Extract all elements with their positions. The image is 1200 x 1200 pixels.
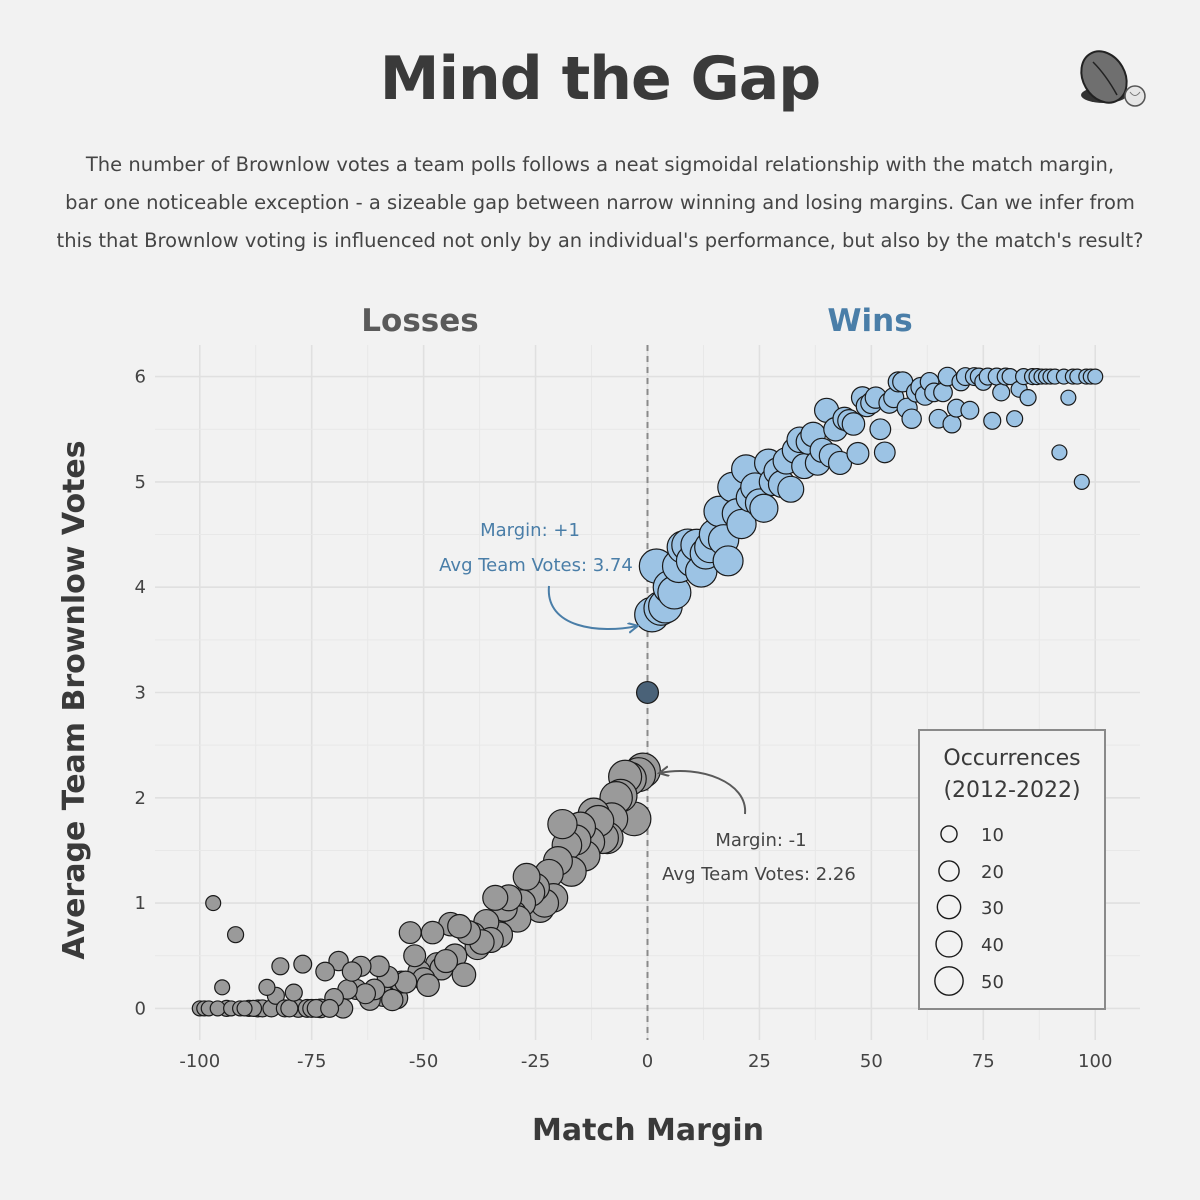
legend-title-line-1: Occurrences [943,746,1080,771]
data-point-wins [846,441,870,465]
data-point-losses [381,988,404,1012]
data-point-wins [749,493,779,523]
y-tick-label: 0 [135,998,146,1019]
data-point-draw [635,680,660,705]
annotation-wins-line-1: Margin: +1 [480,520,580,541]
annotation-wins-line-2: Avg Team Votes: 3.74 [439,555,633,576]
x-tick-labels: -100 -75 -50 -25 0 25 50 75 100 [179,1051,1112,1072]
data-point-wins [1073,473,1090,490]
y-tick-label: 5 [135,472,146,493]
data-point-losses [512,862,541,891]
data-point-wins [777,475,805,503]
data-point-losses [205,895,222,912]
x-tick-label: -25 [521,1051,550,1072]
data-point-losses [293,954,313,974]
data-point-losses [328,950,349,972]
legend-label: 40 [981,935,1004,956]
data-points [191,366,1104,1019]
data-point-wins [712,545,744,577]
legend-circle [936,894,962,920]
data-point-wins [983,411,1002,430]
football-icon [1080,50,1146,107]
y-tick-label: 1 [135,893,146,914]
subtitle-line-1: The number of Brownlow votes a team poll… [85,153,1115,176]
page-title: Mind the Gap [379,44,822,114]
data-point-losses [433,948,459,974]
x-tick-label: 75 [972,1051,995,1072]
data-point-wins [901,408,922,429]
y-tick-label: 6 [135,367,146,388]
size-legend: Occurrences (2012-2022) 10 20 30 40 50 [918,729,1106,1010]
data-point-wins [1060,389,1077,406]
x-tick-label: 50 [860,1051,883,1072]
data-point-losses [226,926,245,944]
legend-box [918,729,1106,1010]
annotation-wins: Margin: +1 Avg Team Votes: 3.74 [439,520,637,629]
x-tick-label: 100 [1078,1051,1112,1072]
data-point-wins [1019,389,1037,407]
data-point-wins [873,441,896,464]
data-point-wins [1087,368,1104,385]
data-point-losses [482,884,509,911]
x-tick-label: -50 [409,1051,438,1072]
y-tick-label: 3 [135,683,146,704]
subtitle-line-2: bar one noticeable exception - a sizeabl… [65,191,1135,214]
legend-label: 10 [981,825,1004,846]
x-tick-label: 25 [748,1051,771,1072]
data-point-wins [1006,410,1024,428]
annotation-losses-line-1: Margin: -1 [715,830,806,851]
data-point-losses [315,961,336,982]
data-point-wins [841,412,866,436]
data-point-losses [271,957,290,976]
x-tick-label: -75 [297,1051,326,1072]
data-point-losses [403,944,427,968]
y-axis-title: Average Team Brownlow Votes [57,440,92,959]
data-point-losses [547,808,578,840]
legend-label: 20 [981,862,1004,883]
data-point-losses [209,1000,226,1017]
data-point-losses [258,978,276,996]
data-point-wins [960,400,980,420]
subtitle-line-3: this that Brownlow voting is influenced … [56,229,1144,252]
x-tick-label: 0 [642,1051,653,1072]
legend-label: 30 [981,898,1004,919]
losses-label: Losses [361,303,478,339]
legend-label: 50 [981,972,1004,993]
data-point-losses [398,921,422,945]
annotation-losses-line-2: Avg Team Votes: 2.26 [662,864,856,885]
data-point-losses [284,983,303,1002]
data-point-losses [447,913,472,939]
legend-circle [938,860,960,882]
data-point-wins [942,414,962,434]
data-point-losses [420,920,445,945]
data-point-losses [354,983,377,1005]
data-point-wins [1051,444,1068,461]
data-point-wins [992,383,1011,402]
annotation-wins-arrow [547,585,637,629]
y-tick-label: 2 [135,788,146,809]
data-point-losses [451,962,477,988]
y-tick-label: 4 [135,577,146,598]
wins-label: Wins [827,303,912,339]
data-point-losses [320,998,340,1018]
data-point-losses [214,979,231,996]
data-point-losses [236,1000,253,1017]
y-tick-labels: 0 1 2 3 4 5 6 [135,367,146,1020]
legend-circle [934,966,964,996]
data-point-losses [341,961,363,982]
legend-circle [940,825,958,843]
data-point-losses [280,999,299,1018]
x-axis-title: Match Margin [532,1113,764,1148]
data-point-wins [869,418,892,441]
annotation-losses-arrow [660,771,747,815]
legend-title-line-2: (2012-2022) [943,778,1080,803]
data-point-losses [367,955,390,978]
page-subtitle: The number of Brownlow votes a team poll… [20,146,1180,260]
x-tick-label: -100 [179,1051,220,1072]
data-point-losses [416,973,440,998]
legend-circle [935,930,963,958]
annotation-losses: Margin: -1 Avg Team Votes: 2.26 [660,771,856,885]
